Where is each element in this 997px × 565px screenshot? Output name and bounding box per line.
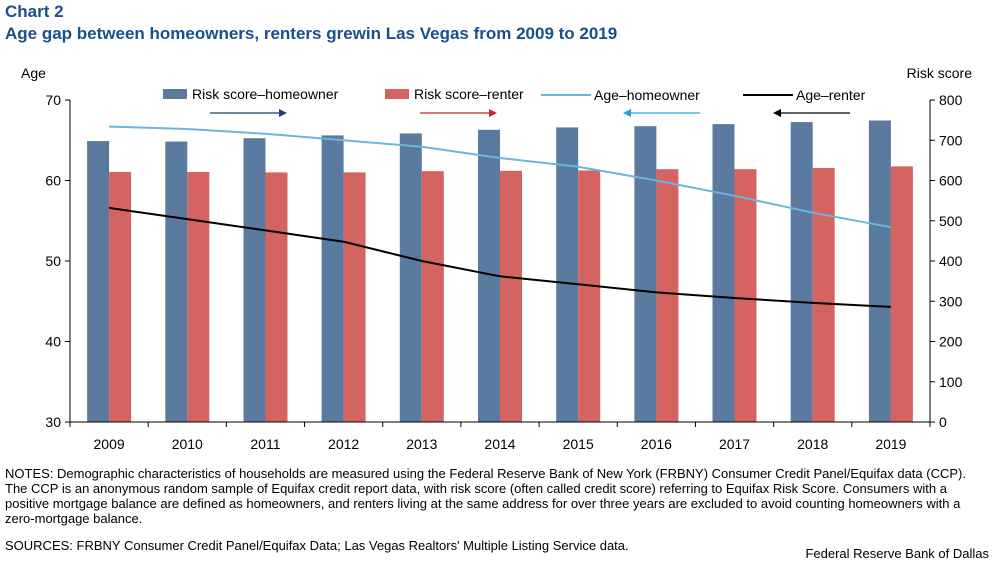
legend-label-renter-age: Age–renter — [796, 87, 866, 103]
bar-homeowner-2009 — [87, 141, 110, 422]
left-tick-label: 70 — [45, 92, 61, 108]
line-age-renter — [108, 206, 891, 308]
arrow-head-homeowner-risk — [279, 109, 287, 117]
bar-homeowner-2010 — [165, 141, 188, 422]
right-tick-label: 0 — [939, 414, 947, 430]
x-tick-label: 2019 — [875, 436, 906, 452]
legend-swatch-homeowner-risk — [163, 89, 187, 99]
chart-title: Age gap between homeowners, renters grew… — [5, 24, 618, 43]
bar-renter-2009 — [109, 172, 132, 422]
x-tick-label: 2014 — [484, 436, 515, 452]
arrow-head-renter-age — [773, 109, 781, 117]
bar-homeowner-2016 — [634, 126, 657, 422]
legend-swatch-renter-risk — [385, 89, 409, 99]
legend-label-homeowner-age: Age–homeowner — [594, 87, 700, 103]
bar-renter-2014 — [500, 170, 522, 422]
bar-renter-2013 — [421, 171, 444, 422]
bar-renter-2018 — [812, 168, 835, 422]
x-tick-label: 2017 — [719, 436, 750, 452]
right-tick-label: 400 — [939, 253, 963, 269]
left-axis-title: Age — [21, 65, 46, 81]
legend-label-renter-risk: Risk score–renter — [414, 86, 524, 102]
combo-chart: Age Risk score304050607001002003004005006… — [21, 65, 973, 452]
bar-renter-2011 — [265, 172, 288, 422]
bar-renter-2010 — [187, 172, 210, 422]
arrow-head-renter-risk — [489, 109, 497, 117]
bar-homeowner-2014 — [478, 129, 500, 423]
x-tick-label: 2015 — [563, 436, 594, 452]
x-tick-label: 2013 — [406, 436, 437, 452]
chart-label: Chart 2 — [5, 2, 64, 21]
x-tick-label: 2018 — [797, 436, 828, 452]
bar-renter-2019 — [890, 166, 913, 422]
right-tick-label: 200 — [939, 334, 963, 350]
left-tick-label: 40 — [45, 334, 61, 350]
right-tick-label: 600 — [939, 173, 963, 189]
right-tick-label: 300 — [939, 293, 963, 309]
x-tick-label: 2016 — [641, 436, 672, 452]
bar-homeowner-2018 — [790, 122, 813, 422]
bar-renter-2015 — [578, 170, 601, 422]
bar-renter-2017 — [734, 169, 757, 422]
chart-credit: Federal Reserve Bank of Dallas — [805, 546, 989, 561]
x-tick-label: 2009 — [94, 436, 125, 452]
left-tick-label: 50 — [45, 253, 61, 269]
right-tick-label: 800 — [939, 92, 963, 108]
chart-notes: NOTES: Demographic characteristics of ho… — [5, 466, 966, 526]
right-tick-label: 700 — [939, 132, 963, 148]
bar-homeowner-2011 — [243, 138, 266, 422]
bar-homeowner-2019 — [868, 120, 891, 422]
x-tick-label: 2010 — [172, 436, 203, 452]
bar-homeowner-2015 — [556, 127, 579, 423]
bar-homeowner-2017 — [712, 124, 735, 422]
x-tick-label: 2011 — [250, 436, 280, 452]
x-tick-label: 2012 — [328, 436, 359, 452]
bar-renter-2012 — [343, 172, 366, 422]
bar-homeowner-2012 — [321, 135, 344, 422]
chart-sources: SOURCES: FRBNY Consumer Credit Panel/Equ… — [5, 538, 629, 553]
right-tick-label: 500 — [939, 213, 963, 229]
bar-homeowner-2013 — [399, 133, 422, 422]
left-tick-label: 30 — [45, 414, 61, 430]
line-age-homeowner — [109, 125, 892, 229]
right-tick-label: 100 — [939, 374, 963, 390]
right-axis-title: Risk score — [907, 65, 973, 81]
bar-renter-2016 — [656, 169, 679, 422]
legend-label-homeowner-risk: Risk score–homeowner — [192, 86, 339, 102]
left-tick-label: 60 — [45, 173, 61, 189]
arrow-head-homeowner-age — [623, 109, 631, 117]
